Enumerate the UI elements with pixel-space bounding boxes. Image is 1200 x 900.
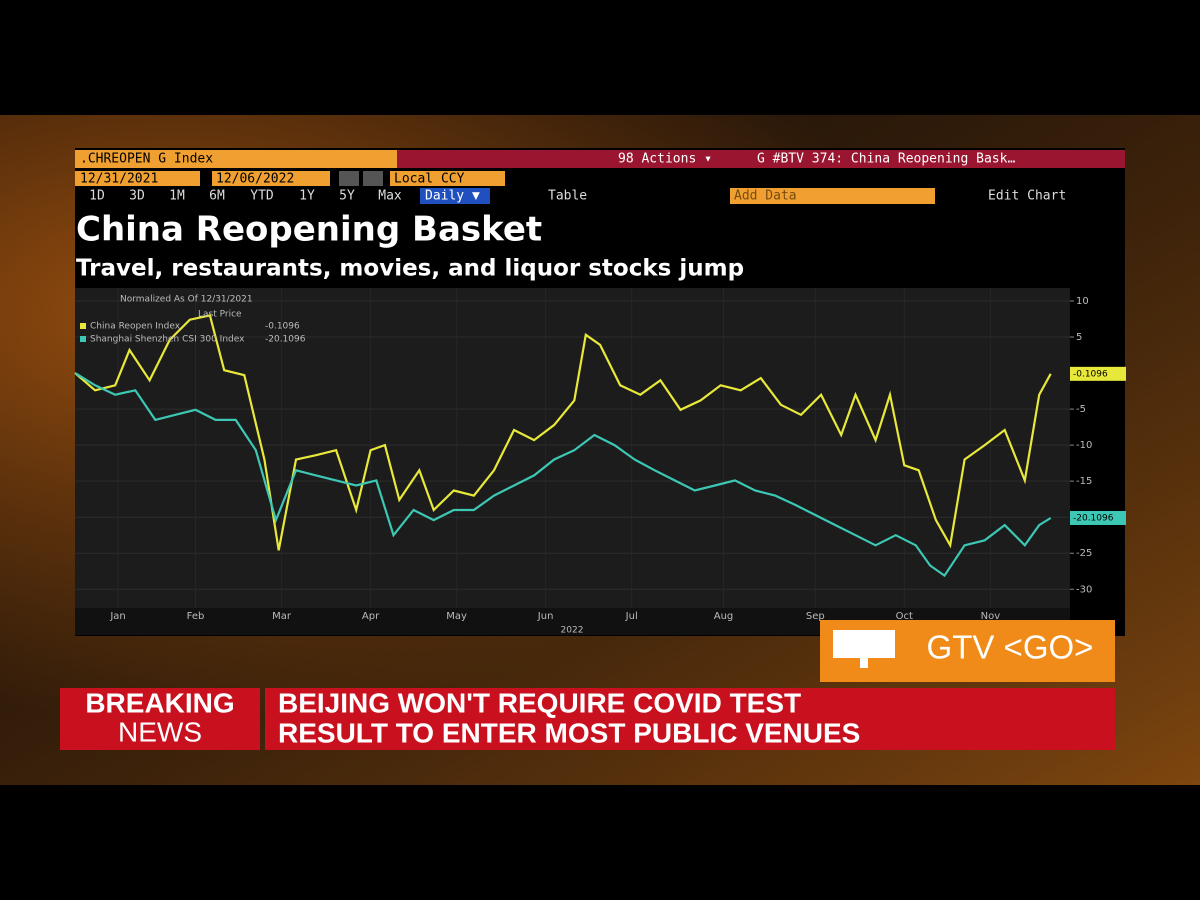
range-button[interactable]: YTD [250, 189, 274, 204]
x-tick-label: Oct [896, 611, 913, 622]
start-date: 12/31/2021 [80, 172, 158, 187]
x-tick-label: Jul [625, 611, 638, 622]
y-tick-label: 5 [1076, 332, 1082, 343]
x-axis-year: 2022 [561, 626, 584, 636]
currency-field[interactable] [390, 171, 505, 186]
legend-swatch [80, 323, 86, 329]
end-date-field[interactable] [212, 171, 330, 186]
chart-title: China Reopening Basket [76, 210, 542, 250]
table-button[interactable]: Table [548, 189, 587, 204]
frequency-field[interactable] [420, 188, 490, 204]
y-tick-label: -15 [1076, 476, 1092, 487]
x-tick-label: Mar [272, 611, 292, 622]
range-button[interactable]: 1D [89, 189, 105, 204]
gtv-label: GTV <GO> [927, 629, 1094, 666]
end-date: 12/06/2022 [216, 172, 294, 187]
x-tick-label: Feb [187, 611, 205, 622]
ticker-field[interactable] [75, 150, 397, 168]
y-tick-label: -30 [1076, 584, 1092, 595]
x-tick-label: Sep [806, 611, 825, 622]
range-button[interactable]: 1M [169, 189, 185, 204]
y-tick-label: 10 [1076, 296, 1089, 307]
last-value-label: -0.1096 [1073, 369, 1108, 379]
legend-label: Shanghai Shenzhen CSI 300 Index [90, 335, 245, 345]
legend-header: Last Price [198, 310, 242, 320]
news-label: NEWS [118, 716, 202, 747]
last-value-box [1070, 510, 1126, 525]
title-bar [397, 150, 1125, 168]
y-tick-label: -10 [1076, 440, 1092, 451]
plot: 105-5-10-15-20-25-30JanFebMarAprMayJunJu… [74, 288, 1126, 622]
series-line [74, 314, 1052, 551]
range-button[interactable]: Max [378, 189, 402, 204]
x-tick-label: Jun [537, 611, 554, 622]
add-data-field[interactable] [730, 188, 935, 204]
breaking-label: BREAKING [85, 687, 234, 718]
next-button[interactable] [363, 171, 383, 186]
chart-subtitle: Travel, restaurants, movies, and liquor … [76, 256, 744, 282]
legend-value: -0.1096 [265, 322, 300, 332]
gtv-icon [833, 630, 895, 658]
legend-swatch [80, 336, 86, 342]
x-tick-label: Jan [109, 611, 125, 622]
last-value-label: -20.1096 [1073, 513, 1114, 523]
edit-chart[interactable]: Edit Chart [988, 189, 1066, 204]
y-tick-label: -25 [1076, 548, 1092, 559]
headline-line: RESULT TO ENTER MOST PUBLIC VENUES [278, 717, 860, 748]
frequency: Daily ▼ [425, 189, 480, 204]
range-buttons: 1D 3D 1M 6M YTD 1Y 5Y Max [89, 189, 402, 204]
headline-box [265, 688, 1115, 750]
page-title: G #BTV 374: China Reopening Bask… [757, 152, 1015, 167]
x-tick-label: Nov [981, 611, 1001, 622]
range-button[interactable]: 6M [209, 189, 225, 204]
ticker: .CHREOPEN G Index [80, 152, 213, 167]
range-button[interactable]: 1Y [299, 189, 315, 204]
range-button[interactable]: 3D [129, 189, 145, 204]
add-data: Add Data [734, 189, 797, 204]
last-value-box [1070, 366, 1126, 381]
x-tick-label: May [446, 611, 467, 622]
currency: Local CCY [394, 172, 465, 187]
normalized-note: Normalized As Of 12/31/2021 [120, 295, 253, 305]
series-line [74, 372, 1052, 578]
prev-button[interactable] [339, 171, 359, 186]
y-tick-label: -5 [1076, 404, 1086, 415]
headline-line: BEIJING WON'T REQUIRE COVID TEST [278, 687, 801, 718]
actions-menu[interactable]: 98 Actions ▾ [618, 152, 712, 167]
start-date-field[interactable] [75, 171, 200, 186]
legend-label: China Reopen Index [90, 322, 181, 332]
range-button[interactable]: 5Y [339, 189, 355, 204]
breaking-box [60, 688, 260, 750]
x-tick-label: Apr [362, 611, 380, 622]
legend-value: -20.1096 [265, 335, 306, 345]
gtv-icon-stand [860, 658, 868, 668]
x-tick-label: Aug [714, 611, 734, 622]
